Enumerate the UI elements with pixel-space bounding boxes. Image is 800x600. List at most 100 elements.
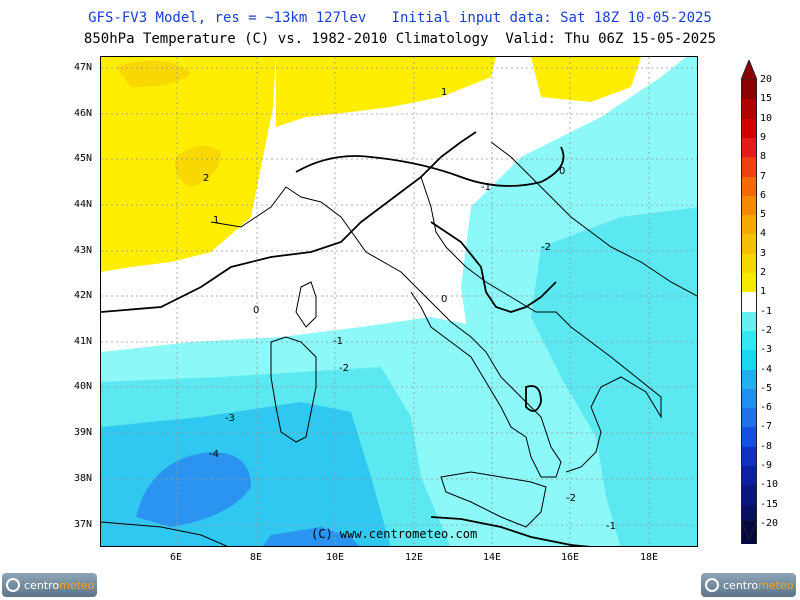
colorbar-swatch bbox=[741, 137, 757, 158]
colorbar-swatch bbox=[741, 195, 757, 216]
colorbar-label: 10 bbox=[760, 112, 773, 124]
anomaly-area-minus2-east bbox=[531, 207, 697, 546]
contour-label: 0 bbox=[441, 294, 447, 305]
lat-label: 40N bbox=[74, 381, 93, 392]
lon-label: 8E bbox=[250, 552, 263, 563]
colorbar-label: 15 bbox=[760, 93, 773, 105]
colorbar-label: 4 bbox=[760, 228, 767, 240]
colorbar-swatch bbox=[741, 330, 757, 351]
lon-label: 16E bbox=[561, 552, 580, 563]
logo-text-a: centro bbox=[24, 578, 60, 592]
colorbar-label: -9 bbox=[760, 460, 773, 471]
contour-label: 1 bbox=[213, 215, 219, 226]
colorbar-label: 8 bbox=[760, 151, 767, 163]
warm-area-plus1-ne bbox=[531, 57, 641, 102]
lat-label: 38N bbox=[74, 473, 93, 484]
colorbar-label: -6 bbox=[760, 402, 773, 414]
colorbar-label: -7 bbox=[760, 421, 773, 433]
centrometeo-logo-left[interactable]: centro meteo bbox=[2, 573, 97, 597]
sardinia-coastline bbox=[270, 336, 317, 443]
contour-zero-loop bbox=[525, 385, 542, 412]
balkan-coastline bbox=[490, 141, 697, 297]
sicily-coastline bbox=[440, 471, 547, 528]
lon-label: 18E bbox=[640, 552, 659, 563]
colorbar-top-arrow bbox=[741, 60, 757, 80]
contour-zero-east bbox=[430, 221, 557, 313]
colorbar-label: 6 bbox=[760, 189, 767, 201]
colorbar-swatch bbox=[741, 466, 757, 486]
lat-label: 37N bbox=[74, 519, 93, 530]
colorbar-label: 3 bbox=[760, 247, 767, 259]
warm-area-plus2 bbox=[116, 60, 221, 187]
contour-label: 0 bbox=[559, 166, 565, 177]
lat-label: 41N bbox=[74, 336, 93, 347]
contour-zero-central bbox=[295, 146, 565, 187]
contour-label: -1 bbox=[333, 336, 343, 347]
contour-zero-south bbox=[430, 516, 591, 546]
lat-label: 42N bbox=[74, 290, 93, 301]
colorbar-label: 7 bbox=[760, 170, 767, 182]
anomaly-area-minus4 bbox=[136, 452, 251, 527]
anomaly-area-minus4-south bbox=[262, 527, 360, 546]
title-line-2: 850hPa Temperature (C) vs. 1982-2010 Cli… bbox=[83, 31, 717, 47]
tunisia-coastline bbox=[101, 521, 228, 546]
colorbar-swatch bbox=[741, 408, 757, 428]
colorbar-label: -8 bbox=[760, 440, 773, 452]
lat-label: 46N bbox=[74, 108, 93, 119]
contour-zero-west bbox=[101, 131, 477, 313]
contour-label: 0 bbox=[253, 305, 259, 316]
contour-label: 2 bbox=[203, 173, 209, 184]
colorbar-swatch bbox=[741, 311, 757, 332]
colorbar-label: -1 bbox=[760, 305, 773, 317]
contour-label: -1 bbox=[606, 521, 616, 532]
contour-label: -2 bbox=[541, 242, 551, 253]
logo-text-a: centro bbox=[723, 578, 759, 592]
colorbar-swatch bbox=[741, 292, 757, 313]
colorbar-label: 2 bbox=[760, 267, 767, 278]
colorbar-swatch bbox=[741, 234, 757, 255]
colorbar-swatch bbox=[741, 369, 757, 390]
logo-ring-icon bbox=[705, 578, 719, 592]
colorbar-label: -4 bbox=[760, 363, 773, 375]
colorbar-label: -2 bbox=[760, 324, 773, 336]
italy-coastline bbox=[210, 186, 562, 478]
colorbar-bottom-arrow bbox=[741, 520, 757, 540]
logo-text-b: meteo bbox=[59, 578, 95, 592]
colorbar-label: 20 bbox=[760, 74, 773, 85]
centrometeo-logo-right[interactable]: centro meteo bbox=[701, 573, 796, 597]
colorbar-swatch bbox=[741, 504, 757, 525]
colorbar-label: -5 bbox=[760, 382, 773, 394]
lat-label: 43N bbox=[74, 245, 93, 256]
colorbar-label: -3 bbox=[760, 344, 773, 356]
colorbar-swatch bbox=[741, 157, 757, 177]
colorbar-label: -20 bbox=[760, 517, 779, 529]
colorbar-swatch bbox=[741, 427, 757, 448]
contour-label: -2 bbox=[339, 363, 349, 374]
adriatic-coastline bbox=[420, 176, 662, 473]
colorbar-swatch bbox=[741, 118, 757, 139]
temperature-anomaly-map: 2 1 1 -1 -2 0 0 0 -1 -2 -3 -4 -2 -1 bbox=[100, 56, 698, 547]
lat-label: 47N bbox=[74, 62, 93, 73]
lat-label: 45N bbox=[74, 153, 93, 164]
lon-label: 10E bbox=[326, 552, 345, 563]
lon-label: 12E bbox=[405, 552, 424, 563]
colorbar-label: 9 bbox=[760, 131, 767, 143]
lon-label: 14E bbox=[483, 552, 502, 563]
colorbar-label: -15 bbox=[760, 498, 779, 510]
contour-label-group: 2 1 1 -1 -2 0 0 0 -1 -2 -3 -4 -2 -1 bbox=[203, 87, 616, 532]
contours bbox=[101, 131, 591, 546]
colorbar-label: -10 bbox=[760, 479, 779, 491]
contour-label: -1 bbox=[481, 182, 491, 193]
colorbar-swatch bbox=[741, 99, 757, 120]
colorbar-swatch bbox=[741, 273, 757, 293]
lon-label: 6E bbox=[170, 552, 183, 563]
corsica-coastline bbox=[295, 281, 317, 328]
colorbar-swatch bbox=[741, 388, 757, 409]
logo-ring-icon bbox=[6, 578, 20, 592]
title-line-1: GFS-FV3 Model, res = ~13km 127lev Initia… bbox=[88, 10, 712, 26]
contour-label: 1 bbox=[441, 87, 447, 98]
colorbar-swatch bbox=[741, 80, 757, 100]
contour-label: -3 bbox=[225, 413, 235, 424]
colorbar-swatch bbox=[741, 446, 757, 467]
logo-text-b: meteo bbox=[758, 578, 794, 592]
